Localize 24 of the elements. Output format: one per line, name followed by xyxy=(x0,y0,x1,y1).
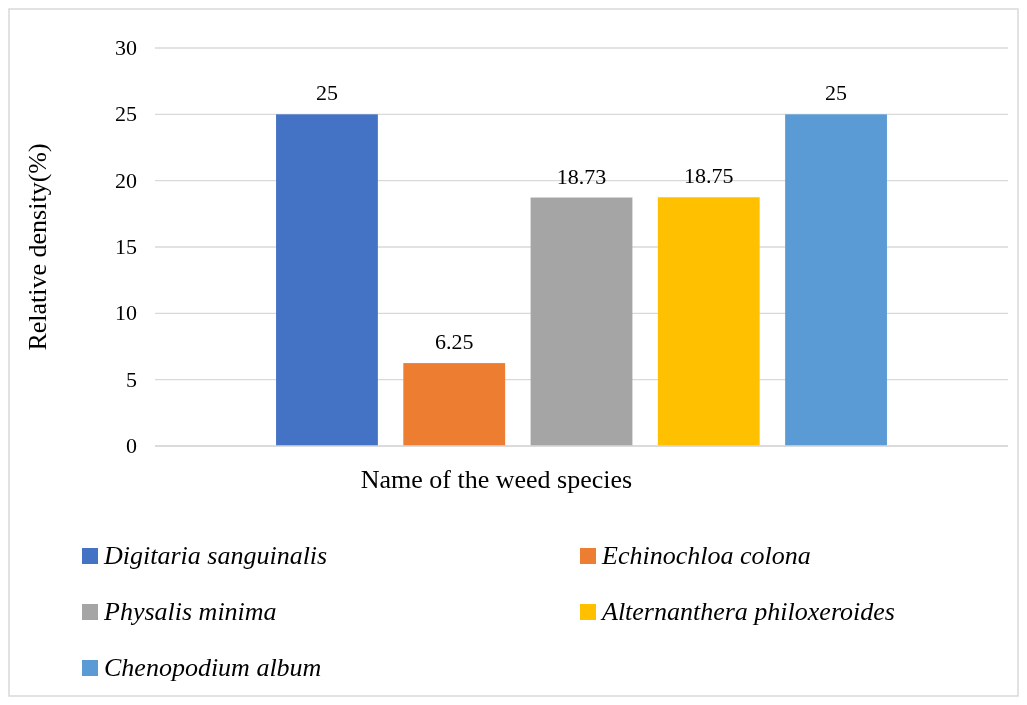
y-tick-label: 20 xyxy=(115,167,137,193)
y-tick-label: 30 xyxy=(115,35,137,60)
legend-label: Echinochloa colona xyxy=(601,541,811,570)
data-label: 18.75 xyxy=(684,163,734,189)
data-label: 25 xyxy=(315,80,338,106)
y-tick-label: 15 xyxy=(115,234,137,259)
bar xyxy=(785,114,887,446)
bar xyxy=(276,114,378,446)
y-tick-label: 5 xyxy=(126,366,137,392)
data-label: 18.73 xyxy=(556,163,607,189)
data-label: 6.25 xyxy=(434,329,474,355)
y-tick-label: 0 xyxy=(126,433,137,458)
y-tick-label: 25 xyxy=(115,101,137,127)
bar xyxy=(530,197,633,446)
y-axis-title: Relative density(%) xyxy=(23,143,52,351)
legend-label: Physalis minima xyxy=(103,597,277,626)
legend-label: Chenopodium album xyxy=(104,653,322,682)
x-axis-title: Name of the weed species xyxy=(360,465,633,494)
bar xyxy=(403,363,506,446)
legend-label: Alternanthera philoxeroides xyxy=(600,597,895,626)
data-label: 25 xyxy=(825,80,848,106)
bar xyxy=(657,197,760,446)
legend-label: Digitaria sanguinalis xyxy=(103,541,328,570)
y-tick-label: 10 xyxy=(115,300,137,326)
